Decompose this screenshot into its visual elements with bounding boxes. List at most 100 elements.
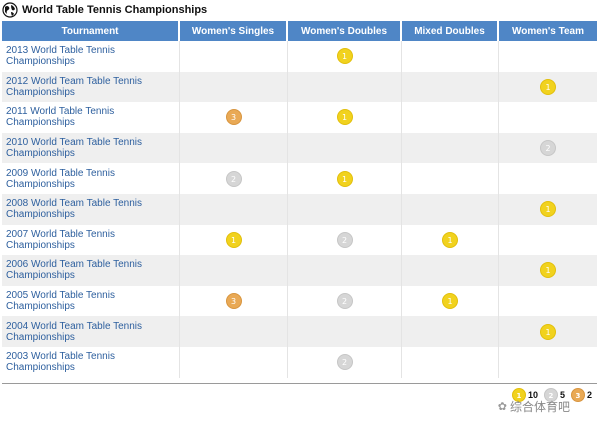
tournament-name-line1: 2009 World Table Tennis bbox=[6, 167, 115, 179]
tournament-link[interactable]: 2009 World Table Tennis Championships bbox=[2, 163, 180, 194]
medal-cell: 3 bbox=[180, 102, 288, 133]
medal-cell bbox=[402, 255, 499, 286]
medal-cell bbox=[180, 346, 288, 378]
tournament-link[interactable]: 2011 World Table Tennis Championships bbox=[2, 102, 180, 133]
medal-cell bbox=[402, 316, 499, 347]
table-row: 2013 World Table Tennis Championships 1 bbox=[2, 41, 597, 72]
medal-cell bbox=[499, 163, 597, 194]
silver-medal-icon: 2 bbox=[225, 170, 242, 187]
silver-medal-icon: 2 bbox=[540, 140, 556, 157]
medal-cell: 1 bbox=[499, 193, 597, 225]
medal-cell: 1 bbox=[499, 316, 597, 347]
tournament-name-line1: 2013 World Table Tennis bbox=[6, 45, 115, 57]
tournament-link[interactable]: 2012 World Team Table Tennis Championship… bbox=[2, 71, 180, 103]
table-header-row: Tournament Women's Singles Women's Doubl… bbox=[2, 21, 597, 41]
tournament-name-line2: Championships bbox=[6, 239, 75, 251]
tournament-link[interactable]: 2003 World Table Tennis Championships bbox=[2, 346, 180, 378]
gold-medal-icon: 1 bbox=[225, 231, 242, 248]
bronze-medal-icon: 3 bbox=[225, 293, 242, 310]
tournament-link[interactable]: 2005 World Table Tennis Championships bbox=[2, 285, 180, 317]
gold-medal-icon: 1 bbox=[336, 109, 353, 126]
silver-total: 2 5 bbox=[543, 388, 565, 402]
tournament-name-line1: 2011 World Table Tennis bbox=[6, 106, 115, 118]
medal-cell bbox=[180, 132, 288, 164]
table-row: 2003 World Table Tennis Championships 2 bbox=[2, 346, 597, 378]
gold-medal-icon: 1 bbox=[540, 262, 556, 279]
tournament-name-line2: Championships bbox=[6, 209, 75, 221]
gold-medal-icon: 1 bbox=[511, 388, 526, 402]
gold-medal-icon: 1 bbox=[540, 323, 556, 340]
medal-cell: 1 bbox=[499, 71, 597, 103]
header-mixed-doubles[interactable]: Mixed Doubles bbox=[402, 21, 499, 41]
header-womens-singles[interactable]: Women's Singles bbox=[180, 21, 288, 41]
medal-cell bbox=[499, 41, 597, 72]
bronze-total: 3 2 bbox=[570, 388, 592, 402]
gold-medal-icon: 1 bbox=[540, 201, 556, 218]
tournament-name-line1: 2005 World Table Tennis bbox=[6, 290, 115, 302]
medal-cell: 1 bbox=[288, 41, 402, 72]
tournament-name-line1: 2012 World Team Table Tennis bbox=[6, 75, 143, 87]
medal-cell bbox=[180, 41, 288, 72]
tournament-name-line1: 2003 World Table Tennis bbox=[6, 351, 115, 363]
gold-medal-icon: 1 bbox=[442, 293, 458, 310]
tournament-link[interactable]: 2013 World Table Tennis Championships bbox=[2, 41, 180, 72]
silver-total-count: 5 bbox=[559, 390, 565, 400]
table-row: 2006 World Team Table Tennis Championship… bbox=[2, 255, 597, 286]
table-row: 2005 World Table Tennis Championships 3 2 1 bbox=[2, 285, 597, 317]
medal-cell: 1 bbox=[288, 163, 402, 194]
table-row: 2010 World Team Table Tennis Championship… bbox=[2, 132, 597, 164]
medal-cell: 2 bbox=[288, 224, 402, 256]
silver-medal-icon: 2 bbox=[543, 388, 558, 402]
tournament-name-line2: Championships bbox=[6, 301, 75, 313]
tournament-link[interactable]: 2007 World Table Tennis Championships bbox=[2, 224, 180, 256]
header-tournament[interactable]: Tournament bbox=[2, 21, 180, 41]
header-womens-team[interactable]: Women's Team bbox=[499, 21, 597, 41]
title-bar: World Table Tennis Championships bbox=[0, 0, 600, 20]
silver-medal-icon: 2 bbox=[336, 231, 353, 248]
medal-cell bbox=[180, 71, 288, 103]
bronze-medal-icon: 3 bbox=[225, 109, 242, 126]
results-table: Tournament Women's Singles Women's Doubl… bbox=[2, 21, 597, 378]
medal-cell: 1 bbox=[402, 285, 499, 317]
tournament-name-line1: 2006 World Team Table Tennis bbox=[6, 259, 143, 271]
silver-medal-icon: 2 bbox=[336, 354, 353, 371]
silver-medal-icon: 2 bbox=[336, 293, 353, 310]
wechat-icon: ✿ bbox=[497, 401, 507, 413]
gold-medal-icon: 1 bbox=[442, 231, 458, 248]
medal-cell bbox=[499, 285, 597, 317]
watermark-text: 综合体育吧 bbox=[509, 400, 570, 414]
tournament-name-line2: Championships bbox=[6, 86, 75, 98]
medal-cell bbox=[499, 102, 597, 133]
tournament-link[interactable]: 2008 World Team Table Tennis Championship… bbox=[2, 193, 180, 225]
tournament-link[interactable]: 2010 World Team Table Tennis Championship… bbox=[2, 132, 180, 164]
gold-medal-icon: 1 bbox=[540, 78, 556, 95]
watermark: ✿ 综合体育吧 bbox=[498, 398, 570, 415]
medal-cell: 2 bbox=[288, 346, 402, 378]
table-row: 2012 World Team Table Tennis Championship… bbox=[2, 71, 597, 103]
medal-cell bbox=[288, 316, 402, 347]
tournament-link[interactable]: 2006 World Team Table Tennis Championship… bbox=[2, 255, 180, 286]
tournament-name-line1: 2010 World Team Table Tennis bbox=[6, 137, 143, 149]
medal-cell: 1 bbox=[402, 224, 499, 256]
medal-cell bbox=[402, 71, 499, 103]
table-bottom-divider bbox=[2, 383, 597, 384]
tournament-name-line1: 2004 World Team Table Tennis bbox=[6, 320, 143, 332]
medal-cell bbox=[499, 346, 597, 378]
medal-cell: 1 bbox=[288, 102, 402, 133]
tournament-name-line2: Championships bbox=[6, 56, 75, 68]
page-title: World Table Tennis Championships bbox=[22, 4, 208, 16]
gold-medal-icon: 1 bbox=[336, 48, 353, 65]
tournament-name-line2: Championships bbox=[6, 270, 75, 282]
table-row: 2004 World Team Table Tennis Championship… bbox=[2, 316, 597, 347]
medal-cell bbox=[402, 132, 499, 164]
medal-cell: 2 bbox=[288, 285, 402, 317]
header-womens-doubles[interactable]: Women's Doubles bbox=[288, 21, 402, 41]
tournament-name-line2: Championships bbox=[6, 117, 75, 129]
medal-cell bbox=[288, 132, 402, 164]
medal-cell bbox=[180, 316, 288, 347]
table-body: 2013 World Table Tennis Championships 1 201… bbox=[2, 41, 597, 378]
tournament-link[interactable]: 2004 World Team Table Tennis Championship… bbox=[2, 316, 180, 347]
gold-total: 1 10 bbox=[511, 388, 538, 402]
tournament-name-line2: Championships bbox=[6, 362, 75, 374]
table-row: 2009 World Table Tennis Championships 2 1 bbox=[2, 163, 597, 194]
